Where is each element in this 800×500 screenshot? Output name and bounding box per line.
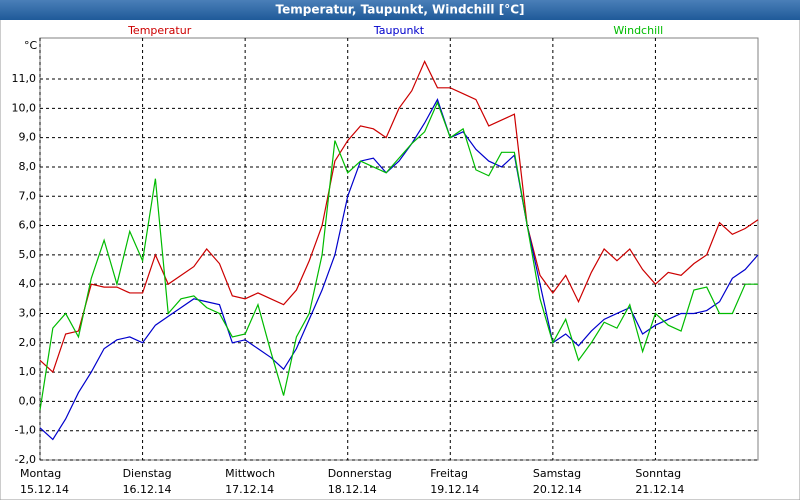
title-bar (0, 0, 800, 20)
x-tick-label: Mittwoch (225, 467, 275, 480)
series-line (39, 60, 759, 374)
x-tick-label: Montag (20, 467, 61, 480)
y-tick-label: 5,0 (19, 248, 37, 261)
legend-label: Taupunkt (373, 24, 425, 37)
x-tick-date: 19.12.14 (430, 483, 479, 496)
x-tick-date: 15.12.14 (20, 483, 69, 496)
x-tick-label: Sonntag (635, 467, 681, 480)
y-tick-label: 9,0 (19, 131, 37, 144)
legend-label: Temperatur (127, 24, 192, 37)
y-tick-label: 7,0 (19, 189, 37, 202)
y-tick-label: 3,0 (19, 306, 37, 319)
y-tick-label: 11,0 (12, 72, 37, 85)
y-tick-label: 1,0 (19, 365, 37, 378)
series-line (39, 98, 759, 441)
x-tick-label: Dienstag (123, 467, 172, 480)
series-line (39, 100, 758, 411)
x-tick-date: 20.12.14 (533, 483, 582, 496)
x-tick-date: 21.12.14 (635, 483, 684, 496)
y-tick-label: 8,0 (19, 160, 37, 173)
y-tick-label: 6,0 (19, 219, 37, 232)
legend-label: Windchill (613, 24, 663, 37)
y-tick-label: 0,0 (19, 394, 37, 407)
x-tick-label: Donnerstag (328, 467, 392, 480)
chart-title: Temperatur, Taupunkt, Windchill [°C] (276, 3, 525, 17)
y-tick-label: 2,0 (19, 336, 37, 349)
x-tick-date: 16.12.14 (123, 483, 172, 496)
x-tick-date: 17.12.14 (225, 483, 274, 496)
y-tick-label: -2,0 (15, 453, 36, 466)
y-axis-label: °C (24, 39, 38, 52)
y-tick-label: -1,0 (15, 424, 36, 437)
x-tick-label: Samstag (533, 467, 581, 480)
y-tick-label: 10,0 (12, 101, 37, 114)
x-tick-date: 18.12.14 (328, 483, 377, 496)
y-tick-label: 4,0 (19, 277, 37, 290)
x-tick-label: Freitag (430, 467, 468, 480)
